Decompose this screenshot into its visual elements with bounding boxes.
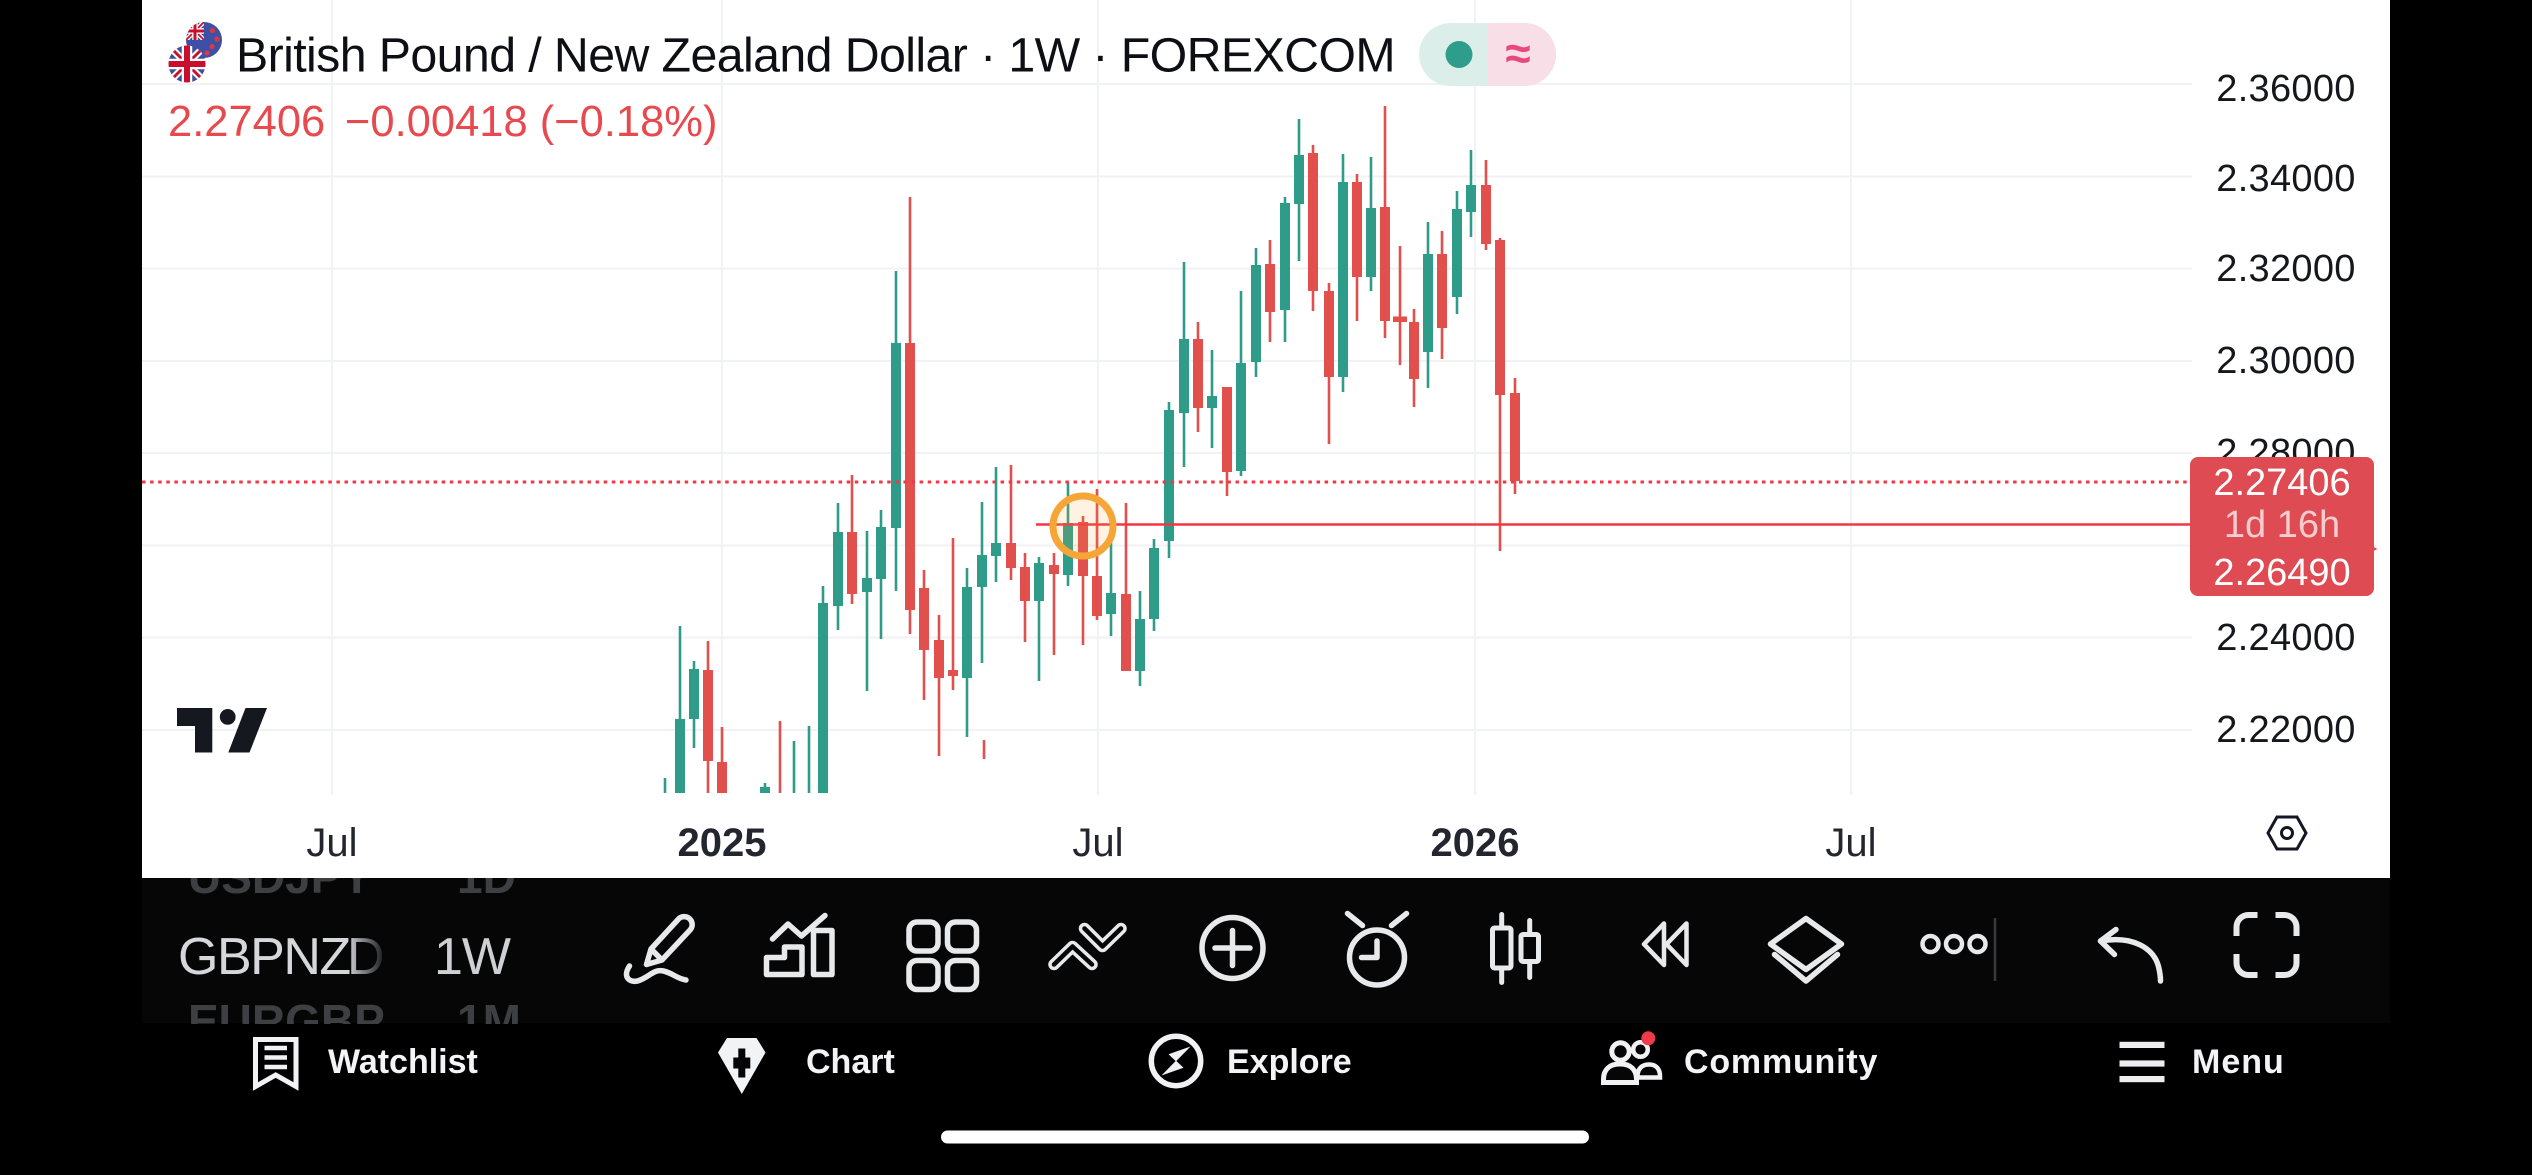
svg-text:Jul: Jul — [306, 821, 357, 865]
svg-text:D: D — [347, 928, 385, 986]
svg-text:Watchlist: Watchlist — [328, 1043, 478, 1081]
svg-text:1W: 1W — [434, 928, 511, 986]
svg-text:2.24000: 2.24000 — [2216, 617, 2355, 659]
svg-text:2.22000: 2.22000 — [2216, 709, 2355, 751]
svg-text:2.36000: 2.36000 — [2216, 68, 2355, 110]
svg-text:≈: ≈ — [1505, 27, 1530, 79]
svg-text:−0.00418 (−0.18%): −0.00418 (−0.18%) — [345, 98, 717, 146]
svg-text:Jul: Jul — [1072, 821, 1123, 865]
svg-text:USDJPY: USDJPY — [188, 851, 372, 903]
svg-text:2.32000: 2.32000 — [2216, 248, 2355, 290]
svg-text:1D: 1D — [457, 851, 516, 903]
svg-text:Menu: Menu — [2192, 1043, 2285, 1081]
svg-text:2.27406: 2.27406 — [168, 98, 325, 146]
svg-text:1M: 1M — [457, 995, 521, 1047]
svg-text:Explore: Explore — [1227, 1043, 1352, 1081]
svg-text:EURGBP: EURGBP — [188, 995, 385, 1047]
svg-text:2.30000: 2.30000 — [2216, 340, 2355, 382]
svg-text:1d 16h: 1d 16h — [2224, 504, 2340, 546]
svg-text:British Pound / New Zealand Do: British Pound / New Zealand Dollar · 1W … — [236, 29, 1395, 83]
svg-text:2026: 2026 — [1431, 821, 1520, 865]
svg-text:2.27406: 2.27406 — [2213, 462, 2350, 504]
svg-text:2.26490: 2.26490 — [2213, 552, 2350, 594]
svg-text:Chart: Chart — [806, 1043, 895, 1081]
svg-text:}: } — [2368, 532, 2377, 562]
svg-text:2025: 2025 — [678, 821, 767, 865]
svg-text:Jul: Jul — [1825, 821, 1876, 865]
svg-text:GBPNZ: GBPNZ — [178, 928, 350, 986]
svg-text:2.34000: 2.34000 — [2216, 158, 2355, 200]
svg-text:Community: Community — [1684, 1043, 1878, 1081]
